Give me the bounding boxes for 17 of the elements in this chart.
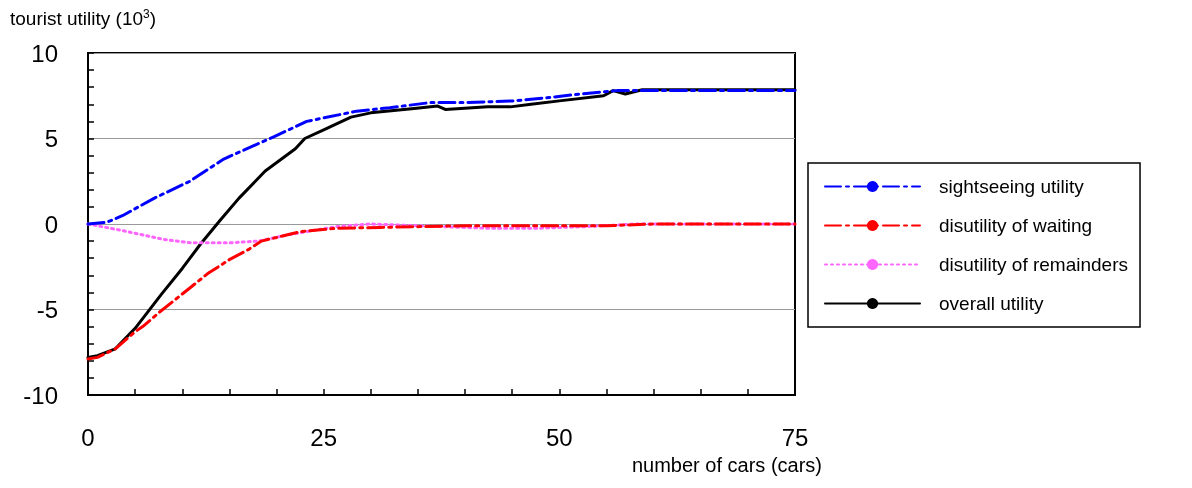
line-series: [86, 89, 797, 226]
x-tick-label: 0: [81, 423, 95, 451]
y-tick-label: -5: [36, 296, 58, 323]
legend-label: disutility of remainders: [939, 254, 1129, 275]
legend-label: sightseeing utility: [939, 176, 1085, 197]
y-tick-label: 0: [44, 210, 58, 238]
legend-label: overall utility: [939, 293, 1045, 314]
x-axis-title: number of cars (cars): [631, 454, 823, 476]
legend-label: disutility of waiting: [939, 215, 1093, 236]
y-tick-label: 10: [31, 39, 58, 67]
y-tick-label: 5: [44, 125, 58, 152]
x-tick-label: 50: [545, 423, 573, 451]
x-tick-label: 25: [310, 423, 338, 451]
line-series: [86, 222, 797, 361]
y-tick-label: -10: [23, 381, 58, 409]
line-series: [86, 222, 797, 245]
x-tick-label: 75: [781, 423, 809, 451]
